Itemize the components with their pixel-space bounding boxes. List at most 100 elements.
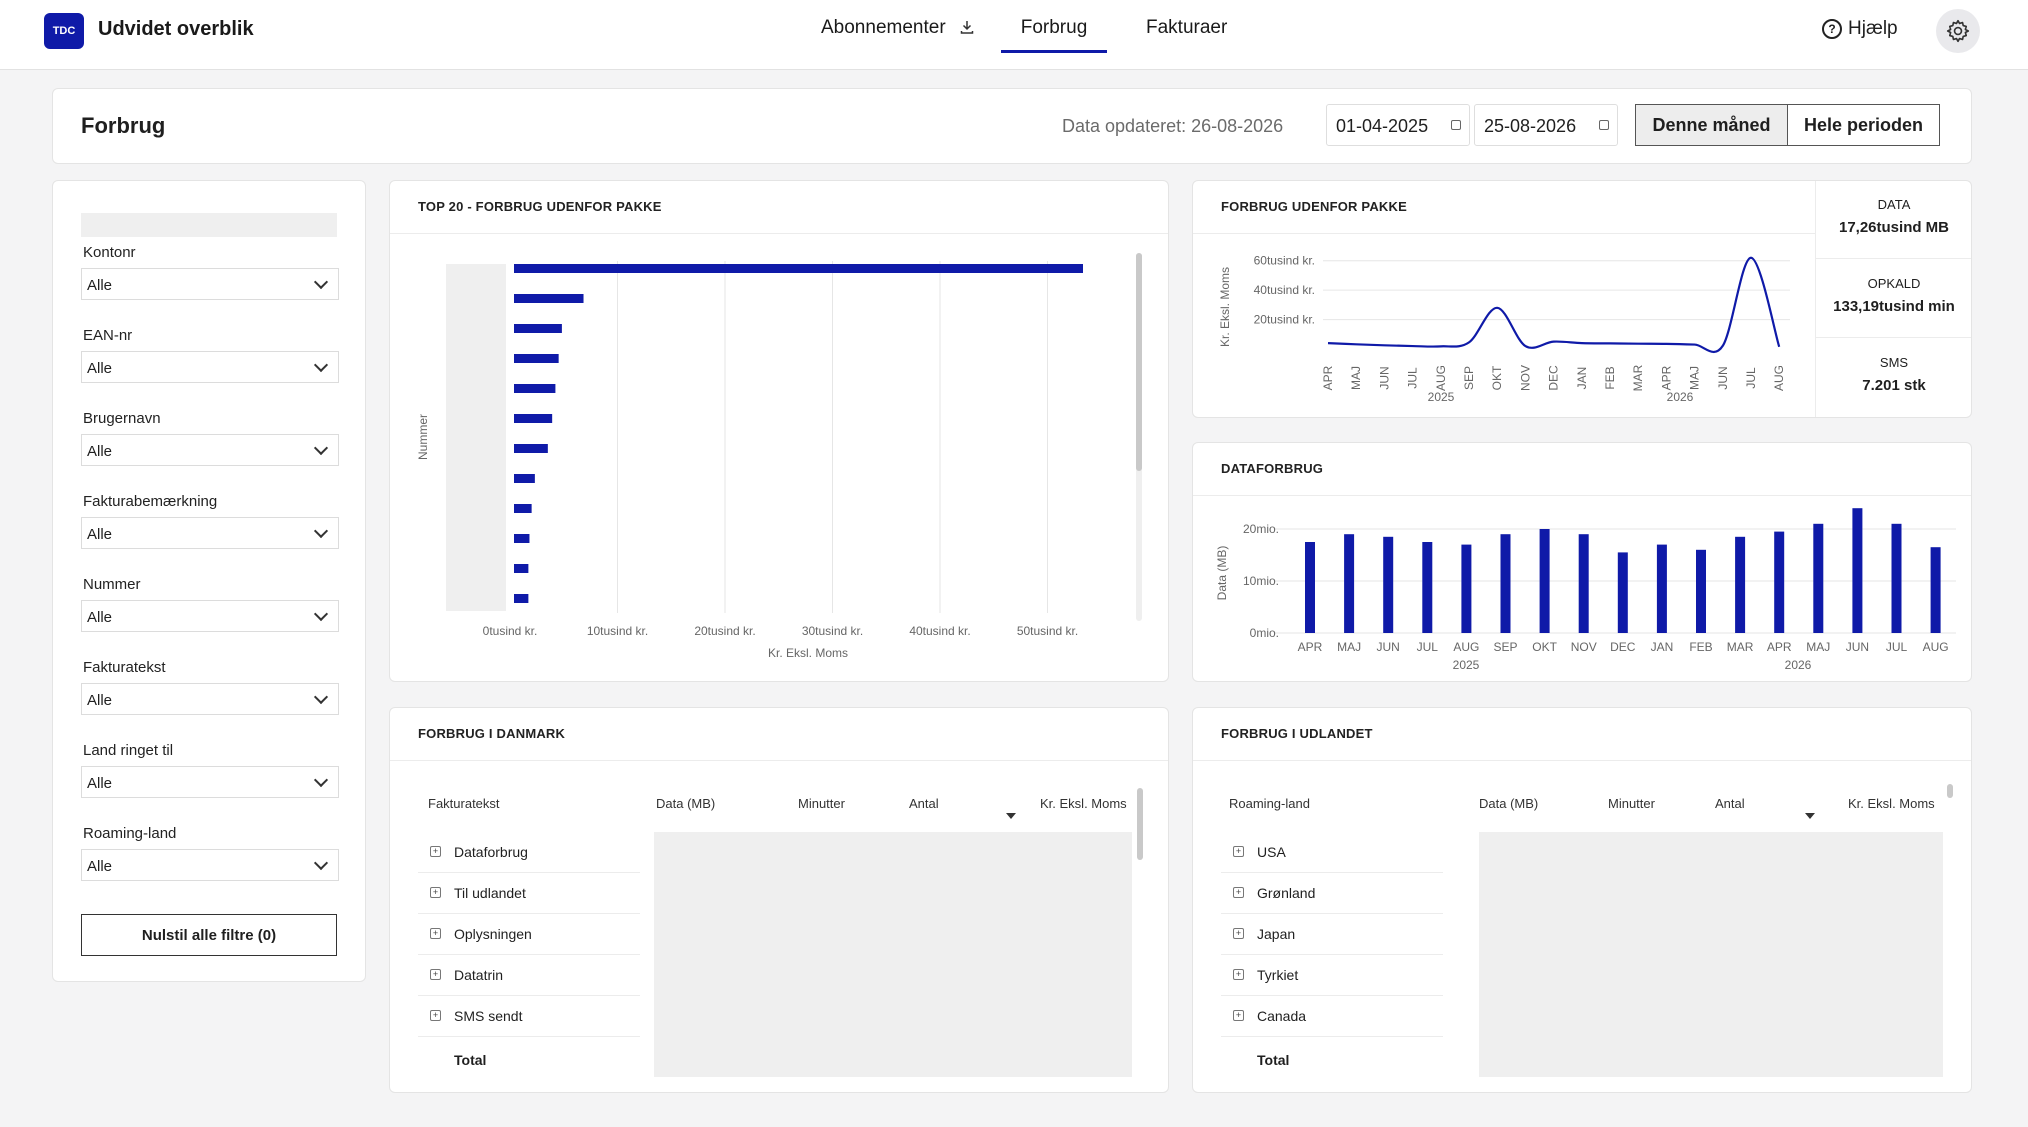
column-kr-eksl-moms[interactable]: Kr. Eksl. Moms [1040,796,1127,811]
filter-select[interactable]: Alle [81,766,339,798]
expand-icon[interactable]: + [1233,969,1244,980]
bar [1774,531,1785,633]
forbrug-i-danmark-card: FORBRUG I DANMARK Fakturatekst Data (MB)… [389,707,1169,1093]
tab-abonnementer[interactable]: Abonnementer [821,17,975,53]
table-row[interactable]: + Japan [1221,914,1443,955]
help-button[interactable]: ? Hjælp [1822,18,1898,40]
filter-select[interactable]: Alle [81,434,339,466]
kpi-sms-label: SMS [1879,355,1909,370]
this-month-button[interactable]: Denne måned [1635,104,1788,146]
date-to-field[interactable]: 25-08-2026 [1474,104,1618,146]
filter-select[interactable]: Alle [81,600,339,632]
calendar-icon[interactable] [1599,120,1609,130]
help-icon: ? [1822,19,1842,39]
dk-table-title: FORBRUG I DANMARK [418,726,566,741]
expand-icon[interactable]: + [430,969,441,980]
bar [1656,544,1667,633]
table-row[interactable]: + Til udlandet [418,873,640,914]
table-row[interactable]: + USA [1221,832,1443,873]
column-kr-eksl-moms[interactable]: Kr. Eksl. Moms [1848,796,1935,811]
filter-label: Fakturabemærkning [83,493,218,510]
filter-select[interactable]: Alle [81,517,339,549]
expand-icon[interactable]: + [1233,846,1244,857]
table-row[interactable]: + Oplysningen [418,914,640,955]
x-tick-label: SEP [1493,640,1517,654]
top20-scrollbar[interactable] [1136,253,1142,621]
row-label: Til udlandet [454,885,526,901]
expand-icon[interactable]: + [430,887,441,898]
x-tick-label: SEP [1462,366,1476,390]
x-tick-label: MAJ [1806,640,1830,654]
column-data-mb[interactable]: Data (MB) [1479,796,1539,811]
sort-descending-icon[interactable] [1805,813,1815,819]
expand-icon[interactable]: + [1233,887,1244,898]
column-data-mb[interactable]: Data (MB) [656,796,716,811]
expand-icon[interactable]: + [430,1010,441,1021]
date-from-field[interactable]: 01-04-2025 [1326,104,1470,146]
column-antal[interactable]: Antal [909,796,939,811]
table-row[interactable]: + Canada [1221,996,1443,1037]
dataforbrug-chart: 0mio. 10mio. 20mio. Data (MB) APR MAJ JUN JUL AU… [1215,508,1956,672]
chevron-down-icon [313,274,329,290]
table-row[interactable]: + Grønland [1221,873,1443,914]
filter-label: EAN-nr [83,327,133,344]
x-tick-label: NOV [1518,365,1532,391]
y-axis-title: Kr. Eksl. Moms [1218,267,1232,347]
bar [1305,542,1315,633]
table-row[interactable]: + Datatrin [418,955,640,996]
calendar-icon[interactable] [1451,120,1461,130]
column-antal[interactable]: Antal [1715,796,1745,811]
table-row[interactable]: + SMS sendt [418,996,640,1037]
expand-icon[interactable]: + [430,846,441,857]
filter-search-field[interactable] [81,213,337,237]
abroad-scroll-thumb[interactable] [1947,784,1953,798]
filter-select[interactable]: Alle [81,849,339,881]
row-label: Datatrin [454,967,504,983]
column-fakturatekst[interactable]: Fakturatekst [428,796,500,811]
bar [514,294,584,303]
filter-select[interactable]: Alle [81,683,339,715]
table-row[interactable]: + Tyrkiet [1221,955,1443,996]
top20-scroll-thumb[interactable] [1136,253,1142,471]
filter-label: Nummer [83,576,141,593]
column-minutter[interactable]: Minutter [1608,796,1655,811]
bar [1461,544,1472,633]
tab-forbrug[interactable]: Forbrug [1001,17,1107,53]
x-tick-label: JAN [1575,367,1589,390]
bar [514,474,535,483]
sort-descending-icon[interactable] [1006,813,1016,819]
data-updated-text: Data opdateret: 26-08-2026 [1062,116,1284,136]
column-minutter[interactable]: Minutter [798,796,845,811]
x-tick-label: 0tusind kr. [483,624,538,638]
bar [1930,547,1941,633]
tdc-logo[interactable]: TDC [44,13,84,49]
x-tick-label: MAR [1631,364,1645,391]
settings-button[interactable] [1936,9,1980,53]
bar [1500,534,1511,633]
expand-icon[interactable]: + [1233,928,1244,939]
whole-period-button[interactable]: Hele perioden [1787,104,1940,146]
dk-scroll-thumb[interactable] [1137,788,1143,860]
kpi-data: DATA 17,26tusind MB [1816,181,1971,259]
x-tick-label: JUN [1377,640,1400,654]
x-axis-title: Kr. Eksl. Moms [768,646,848,660]
reset-filters-button[interactable]: Nulstil alle filtre (0) [81,914,337,956]
expand-icon[interactable]: + [430,928,441,939]
x-tick-label: MAR [1727,640,1754,654]
filter-select[interactable]: Alle [81,268,339,300]
column-roaming-land[interactable]: Roaming-land [1229,796,1310,811]
y-tick-label: 60tusind kr. [1254,254,1315,268]
x-tick-label: FEB [1689,640,1712,654]
divider [390,760,1168,761]
tab-fakturaer[interactable]: Fakturaer [1146,17,1227,53]
bar [514,564,529,573]
table-row[interactable]: + Dataforbrug [418,832,640,873]
row-label: Tyrkiet [1257,967,1299,983]
expand-icon[interactable]: + [1233,1010,1244,1021]
dk-scrollbar[interactable] [1137,784,1143,1080]
x-tick-label: APR [1659,365,1673,390]
tab-forbrug-label: Forbrug [1020,17,1088,38]
x-tick-label: 50tusind kr. [1017,624,1078,638]
x-tick-label: AUG [1453,640,1479,654]
filter-select[interactable]: Alle [81,351,339,383]
